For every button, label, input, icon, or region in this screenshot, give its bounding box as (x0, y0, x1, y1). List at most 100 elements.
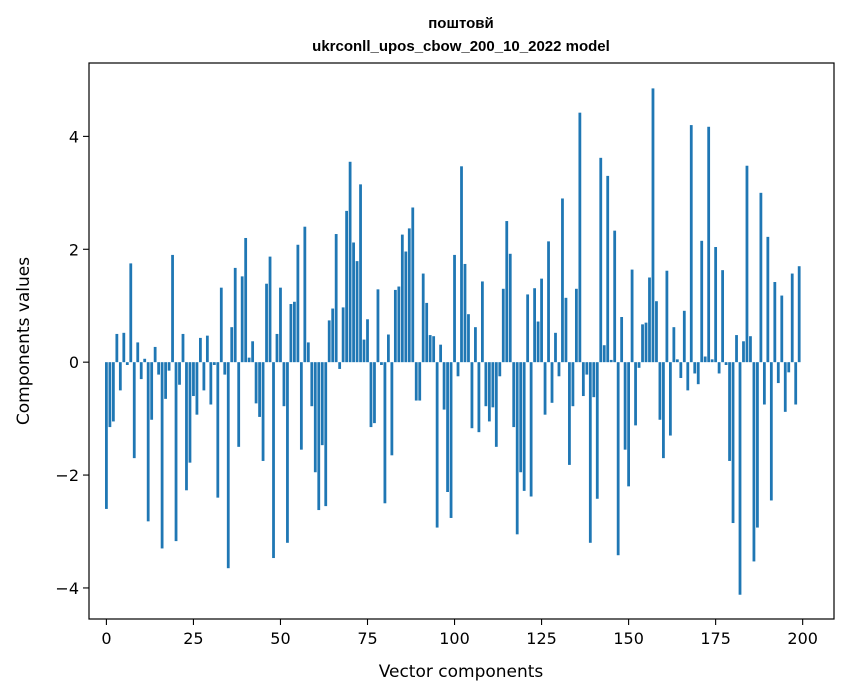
bar (519, 362, 523, 473)
x-tick-label: 0 (101, 629, 111, 648)
bar (345, 210, 349, 363)
bar (665, 270, 669, 363)
bar (157, 362, 161, 375)
bar (672, 327, 676, 363)
bar (512, 362, 516, 428)
bar (105, 362, 108, 509)
bar (383, 362, 387, 504)
bar (682, 310, 686, 363)
bar (146, 362, 150, 522)
bar (279, 287, 282, 363)
bar (484, 362, 488, 407)
bar (348, 161, 352, 363)
bar (536, 321, 540, 363)
bar (362, 339, 366, 363)
bar (550, 362, 554, 403)
bar (724, 362, 728, 365)
bar (150, 362, 154, 420)
bar (717, 362, 721, 374)
x-tick-label: 75 (357, 629, 377, 648)
bar (282, 362, 286, 407)
bar (581, 362, 585, 397)
bar (756, 362, 759, 528)
bar (192, 362, 195, 397)
bar (293, 301, 296, 363)
bar (261, 362, 265, 461)
bar (707, 126, 711, 363)
bar (352, 242, 355, 363)
bar (766, 236, 770, 363)
bar (616, 362, 620, 556)
bar (366, 319, 369, 363)
bar (668, 362, 672, 436)
y-axis-label: Components values (14, 257, 34, 425)
bar (738, 362, 742, 595)
bar (125, 362, 129, 365)
bar (233, 267, 237, 363)
bar (435, 362, 439, 528)
bar (501, 288, 505, 363)
bar (463, 263, 467, 363)
bar (561, 198, 564, 363)
bar (731, 362, 735, 524)
bar (592, 362, 596, 398)
bar (171, 254, 174, 363)
bar (188, 362, 192, 463)
bar (310, 362, 314, 407)
bar (585, 362, 589, 375)
bars-group (105, 88, 801, 595)
bar (710, 359, 714, 363)
x-axis-label: Vector components (379, 662, 544, 682)
bar (212, 362, 216, 365)
bar (568, 362, 571, 465)
bar (387, 334, 390, 363)
bar (547, 241, 550, 363)
bar (414, 362, 418, 401)
bar (540, 278, 543, 363)
bar (776, 362, 780, 384)
bar (432, 336, 436, 363)
bar (338, 362, 342, 369)
bar (446, 362, 449, 492)
bar (578, 112, 582, 363)
bar (662, 362, 665, 459)
y-tick-label: −4 (55, 579, 79, 598)
bar (153, 346, 157, 363)
bar (533, 288, 536, 363)
bar (783, 362, 787, 412)
bar (602, 345, 606, 363)
bar (118, 362, 122, 391)
bar (644, 322, 648, 363)
bar (111, 362, 115, 422)
bar (637, 362, 641, 368)
bar (606, 175, 610, 363)
bar (334, 234, 338, 363)
bar (181, 333, 185, 363)
bar (202, 362, 206, 391)
bar (456, 362, 460, 377)
bar (397, 286, 401, 363)
bar (460, 166, 463, 363)
bar (554, 332, 557, 363)
bar (306, 342, 310, 363)
bar (623, 362, 627, 450)
bar (108, 362, 112, 428)
bar (780, 295, 784, 363)
bar (174, 362, 178, 542)
x-tick-label: 150 (613, 629, 644, 648)
bar (487, 362, 491, 422)
bar (477, 362, 481, 433)
x-tick-label: 50 (270, 629, 290, 648)
bar (240, 276, 244, 363)
bar (425, 302, 429, 363)
bar (400, 234, 404, 363)
y-tick-label: 4 (69, 127, 79, 146)
y-tick-label: 2 (69, 240, 79, 259)
bar (762, 362, 766, 405)
bar (627, 362, 630, 487)
bar (195, 362, 199, 415)
bar (178, 362, 181, 385)
bar (373, 362, 376, 424)
x-tick-label: 100 (439, 629, 470, 648)
